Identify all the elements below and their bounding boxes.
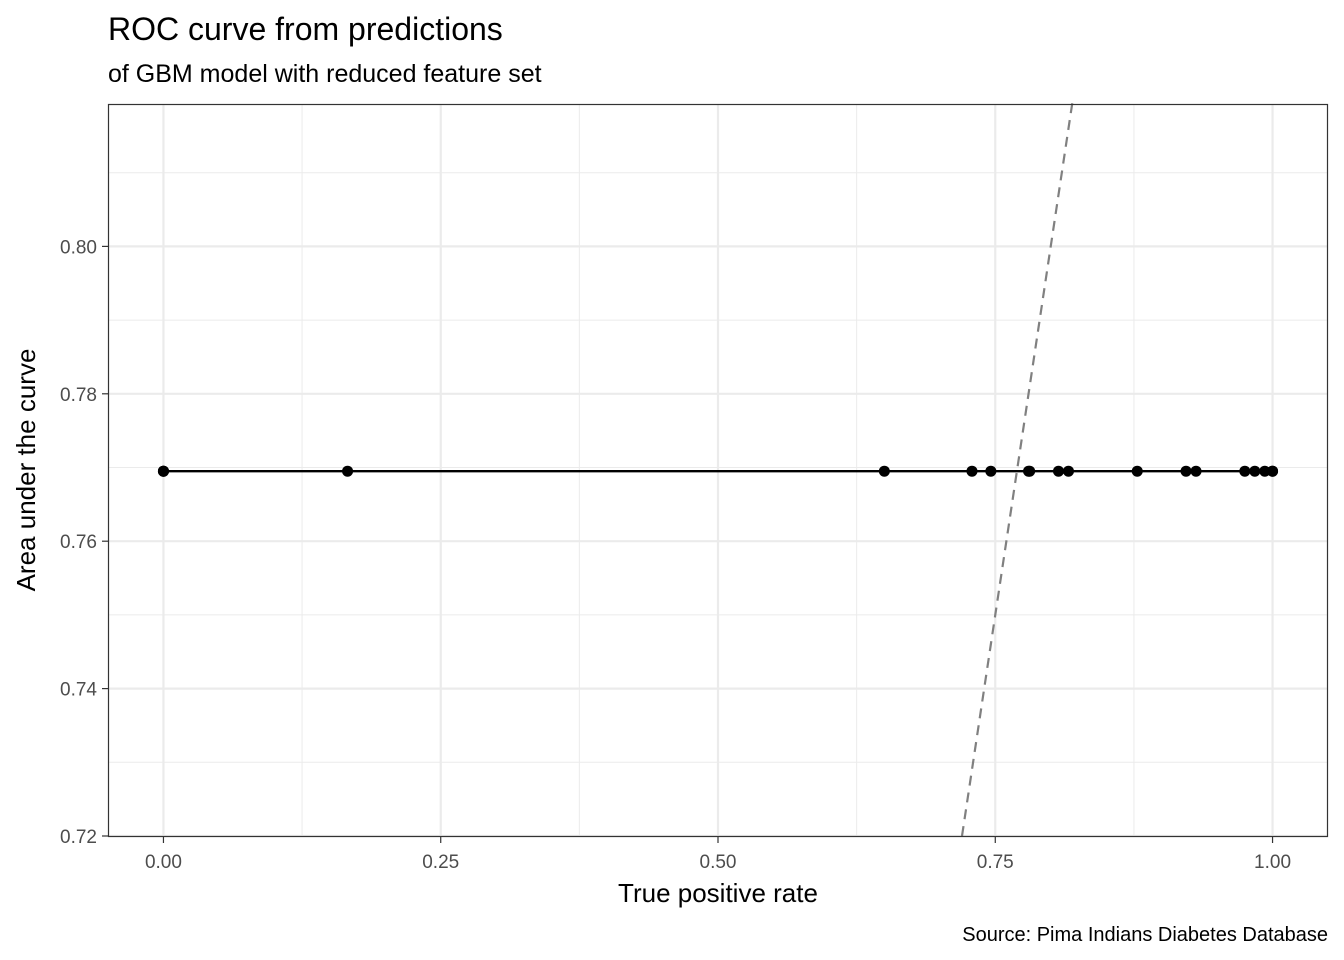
data-point — [157, 465, 169, 477]
data-point — [1024, 465, 1036, 477]
chart-title: ROC curve from predictions — [108, 11, 503, 47]
data-point — [1131, 465, 1143, 477]
reference-line — [960, 98, 1074, 837]
x-tick-label: 0.25 — [422, 852, 459, 873]
x-tick-label: 0.00 — [145, 852, 182, 873]
y-tick-label: 0.80 — [60, 237, 97, 258]
y-tick-label: 0.74 — [60, 680, 97, 701]
data-point — [1180, 465, 1192, 477]
x-axis-title: True positive rate — [618, 878, 818, 908]
data-point — [1062, 465, 1074, 477]
series-layer — [157, 98, 1279, 837]
data-point — [1052, 465, 1064, 477]
chart-subtitle: of GBM model with reduced feature set — [108, 60, 542, 88]
x-axis: 0.00 0.25 0.50 0.75 1.00 — [145, 837, 1291, 873]
data-point — [878, 465, 890, 477]
data-point — [1190, 465, 1202, 477]
chart-caption: Source: Pima Indians Diabetes Database — [962, 924, 1328, 946]
x-tick-label: 0.50 — [700, 852, 737, 873]
y-tick-label: 0.78 — [60, 385, 97, 406]
x-tick-label: 0.75 — [977, 852, 1014, 873]
x-tick-label: 1.00 — [1254, 852, 1291, 873]
data-point — [1249, 465, 1261, 477]
y-tick-label: 0.72 — [60, 827, 97, 848]
y-tick-label: 0.76 — [60, 532, 97, 553]
data-point — [1259, 465, 1271, 477]
y-axis: 0.72 0.74 0.76 0.78 0.80 — [60, 237, 108, 848]
data-point — [342, 465, 354, 477]
data-point — [1267, 465, 1279, 477]
data-point — [966, 465, 978, 477]
data-point — [985, 465, 997, 477]
data-point — [1239, 465, 1251, 477]
y-axis-title: Area under the curve — [11, 349, 41, 592]
plot-panel-border — [107, 103, 1329, 838]
